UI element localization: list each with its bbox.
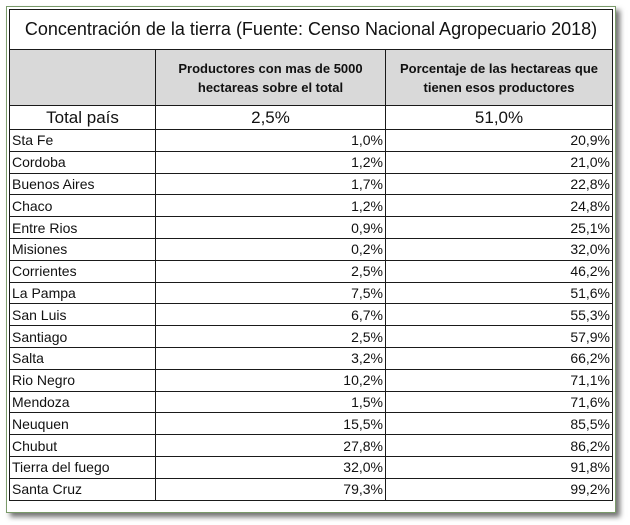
cell-productores: 0,2% <box>155 237 386 261</box>
cell-hectareas: 85,5% <box>384 412 614 436</box>
cell-provincia: Chubut <box>9 434 156 457</box>
cell-productores: 32,0% <box>155 455 386 479</box>
cell-productores: 1,0% <box>155 129 386 152</box>
cell-hectareas: 51,6% <box>384 281 614 305</box>
cell-hectareas: 71,6% <box>384 390 614 414</box>
table-row: Mendoza 1,5% 71,6% <box>9 390 614 414</box>
table-title: Concentración de la tierra (Fuente: Cens… <box>8 9 614 50</box>
table-row: Neuquen 15,5% 85,5% <box>9 412 614 436</box>
cell-provincia: Santa Cruz <box>9 477 156 501</box>
total-productores: 2,5% <box>155 105 386 130</box>
cell-hectareas: 46,2% <box>384 259 614 283</box>
cell-provincia: Misiones <box>9 237 156 261</box>
cell-provincia: Cordoba <box>9 150 156 174</box>
header-productores: Productores con mas de 5000 hectareas so… <box>155 49 386 106</box>
cell-provincia: Santiago <box>9 325 156 348</box>
cell-hectareas: 22,8% <box>384 172 614 196</box>
cell-hectareas: 20,9% <box>384 129 614 152</box>
cell-productores: 2,5% <box>155 325 386 348</box>
table-row: La Pampa 7,5% 51,6% <box>9 281 614 305</box>
cell-provincia: Tierra del fuego <box>9 455 156 479</box>
cell-provincia: Entre Rios <box>9 216 156 239</box>
table-row: Entre Rios 0,9% 25,1% <box>9 216 614 239</box>
cell-hectareas: 86,2% <box>384 434 614 457</box>
cell-productores: 7,5% <box>155 281 386 305</box>
table-row: Tierra del fuego 32,0% 91,8% <box>9 455 614 479</box>
total-row: Total país 2,5% 51,0% <box>9 105 614 130</box>
cell-productores: 79,3% <box>155 477 386 501</box>
cell-provincia: Buenos Aires <box>9 172 156 196</box>
table-row: Chaco 1,2% 24,8% <box>9 194 614 218</box>
cell-provincia: Chaco <box>9 194 156 218</box>
cell-productores: 6,7% <box>155 303 386 327</box>
table-row: Salta 3,2% 66,2% <box>9 346 614 370</box>
table-row: Buenos Aires 1,7% 22,8% <box>9 172 614 196</box>
table-row: San Luis 6,7% 55,3% <box>9 303 614 327</box>
cell-provincia: Mendoza <box>9 390 156 414</box>
cell-provincia: Corrientes <box>9 259 156 283</box>
data-table: Concentración de la tierra (Fuente: Cens… <box>8 9 614 501</box>
cell-hectareas: 24,8% <box>384 194 614 218</box>
cell-productores: 15,5% <box>155 412 386 436</box>
table-row: Rio Negro 10,2% 71,1% <box>9 368 614 392</box>
table-row: Sta Fe 1,0% 20,9% <box>9 129 614 152</box>
header-provincia <box>9 49 156 106</box>
table-row: Santiago 2,5% 57,9% <box>9 325 614 348</box>
cell-productores: 1,5% <box>155 390 386 414</box>
cell-hectareas: 57,9% <box>384 325 614 348</box>
header-row: Productores con mas de 5000 hectareas so… <box>9 49 614 106</box>
table-row: Cordoba 1,2% 21,0% <box>9 150 614 174</box>
cell-provincia: Sta Fe <box>9 129 156 152</box>
cell-hectareas: 21,0% <box>384 150 614 174</box>
cell-hectareas: 99,2% <box>384 477 614 501</box>
cell-hectareas: 91,8% <box>384 455 614 479</box>
cell-provincia: San Luis <box>9 303 156 327</box>
cell-productores: 2,5% <box>155 259 386 283</box>
cell-hectareas: 66,2% <box>384 346 614 370</box>
total-label: Total país <box>9 105 156 130</box>
cell-hectareas: 32,0% <box>384 237 614 261</box>
table-row: Corrientes 2,5% 46,2% <box>9 259 614 283</box>
total-hectareas: 51,0% <box>384 105 614 130</box>
cell-hectareas: 71,1% <box>384 368 614 392</box>
cell-productores: 1,2% <box>155 150 386 174</box>
cell-hectareas: 55,3% <box>384 303 614 327</box>
header-hectareas: Porcentaje de las hectareas que tienen e… <box>384 49 614 106</box>
cell-productores: 27,8% <box>155 434 386 457</box>
cell-productores: 1,2% <box>155 194 386 218</box>
cell-provincia: Neuquen <box>9 412 156 436</box>
table-row: Santa Cruz 79,3% 99,2% <box>9 477 614 501</box>
cell-productores: 0,9% <box>155 216 386 239</box>
title-row: Concentración de la tierra (Fuente: Cens… <box>8 9 614 50</box>
cell-hectareas: 25,1% <box>384 216 614 239</box>
cell-productores: 1,7% <box>155 172 386 196</box>
cell-provincia: La Pampa <box>9 281 156 305</box>
table-row: Misiones 0,2% 32,0% <box>9 237 614 261</box>
cell-productores: 10,2% <box>155 368 386 392</box>
cell-provincia: Salta <box>9 346 156 370</box>
cell-productores: 3,2% <box>155 346 386 370</box>
cell-provincia: Rio Negro <box>9 368 156 392</box>
table-row: Chubut 27,8% 86,2% <box>9 434 614 457</box>
